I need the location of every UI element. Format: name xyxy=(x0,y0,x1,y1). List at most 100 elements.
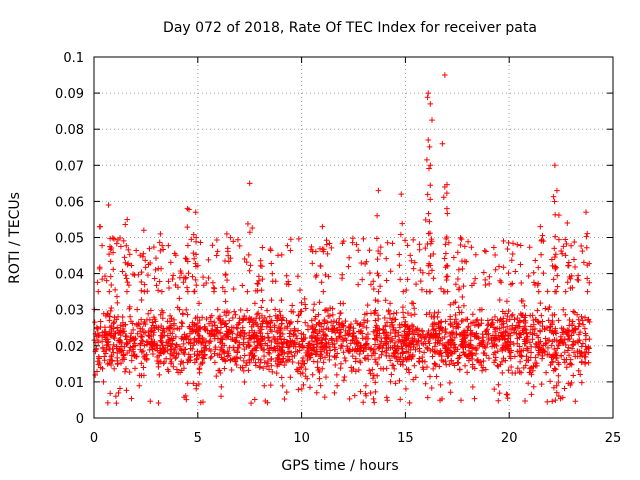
data-point xyxy=(437,397,443,404)
data-point xyxy=(350,325,357,332)
data-point xyxy=(349,337,356,344)
data-point xyxy=(363,324,370,331)
data-point xyxy=(360,399,366,406)
data-point xyxy=(274,363,280,369)
data-point xyxy=(565,262,571,269)
data-point xyxy=(470,384,476,390)
data-point xyxy=(334,350,341,357)
data-point xyxy=(246,267,253,274)
data-point xyxy=(360,236,367,242)
data-point xyxy=(370,396,377,402)
data-point xyxy=(424,241,431,247)
x-tick-label: 20 xyxy=(501,431,518,446)
data-point xyxy=(203,316,210,322)
data-point xyxy=(268,260,275,267)
data-point xyxy=(461,340,467,346)
data-point xyxy=(456,266,462,273)
data-point xyxy=(393,310,400,316)
data-point xyxy=(245,221,251,227)
data-point xyxy=(372,341,378,348)
data-point xyxy=(156,372,163,378)
data-point xyxy=(389,362,395,369)
data-point xyxy=(142,329,148,336)
data-point xyxy=(270,334,277,340)
data-point xyxy=(244,288,251,295)
data-point xyxy=(504,246,511,252)
data-point xyxy=(463,332,469,339)
data-point xyxy=(503,342,509,349)
data-point xyxy=(101,353,108,360)
data-point xyxy=(561,336,568,342)
data-point xyxy=(495,381,502,388)
data-point xyxy=(308,244,315,250)
data-point xyxy=(415,337,422,344)
data-point xyxy=(152,346,158,352)
data-point xyxy=(227,255,234,261)
data-point xyxy=(180,359,186,366)
data-point xyxy=(232,338,239,345)
data-point xyxy=(357,347,364,354)
data-point xyxy=(325,273,332,280)
data-point xyxy=(482,328,489,335)
data-point xyxy=(298,330,305,337)
data-point xyxy=(194,348,201,355)
data-point xyxy=(448,321,454,328)
data-point xyxy=(518,369,524,376)
data-point xyxy=(554,283,561,290)
data-point xyxy=(444,339,451,345)
data-point xyxy=(574,312,580,318)
data-point xyxy=(228,329,234,335)
data-point xyxy=(400,350,406,356)
data-point xyxy=(467,342,473,349)
data-point xyxy=(322,272,329,278)
data-point xyxy=(459,258,465,264)
data-point xyxy=(165,337,172,343)
data-point xyxy=(211,350,218,357)
data-point xyxy=(184,284,190,291)
data-point xyxy=(515,365,521,371)
data-point xyxy=(444,234,450,240)
data-point xyxy=(270,347,276,354)
data-point xyxy=(578,350,585,356)
data-point xyxy=(548,359,555,365)
data-point xyxy=(222,321,229,328)
data-point xyxy=(567,361,573,368)
data-point xyxy=(95,332,102,339)
data-point xyxy=(296,341,302,347)
data-point xyxy=(360,323,366,330)
data-point xyxy=(396,251,403,258)
data-point xyxy=(261,382,268,389)
data-point xyxy=(137,346,144,353)
data-point xyxy=(195,262,201,269)
data-point xyxy=(309,335,315,342)
y-tick-label: 0.08 xyxy=(55,123,84,138)
data-point xyxy=(356,367,362,373)
data-point xyxy=(168,315,175,322)
data-point xyxy=(578,243,584,249)
data-point xyxy=(195,332,202,338)
data-point xyxy=(430,366,437,372)
data-point xyxy=(224,277,230,283)
data-point xyxy=(271,322,278,329)
data-point xyxy=(214,237,220,243)
data-point xyxy=(311,341,317,348)
data-point xyxy=(444,347,450,354)
data-point xyxy=(480,343,486,350)
data-point xyxy=(336,333,343,340)
data-point xyxy=(374,256,381,262)
data-point xyxy=(248,335,254,342)
data-point xyxy=(328,245,335,251)
data-point xyxy=(262,340,268,347)
data-point xyxy=(584,275,590,282)
data-point xyxy=(382,323,389,330)
data-point xyxy=(549,263,556,269)
data-point xyxy=(294,335,300,342)
data-point xyxy=(287,247,294,254)
data-point xyxy=(356,346,362,353)
data-point xyxy=(274,328,280,334)
data-point xyxy=(275,314,281,320)
data-point xyxy=(509,251,516,257)
data-point xyxy=(522,317,529,324)
data-point xyxy=(165,278,172,285)
data-point xyxy=(171,326,177,332)
